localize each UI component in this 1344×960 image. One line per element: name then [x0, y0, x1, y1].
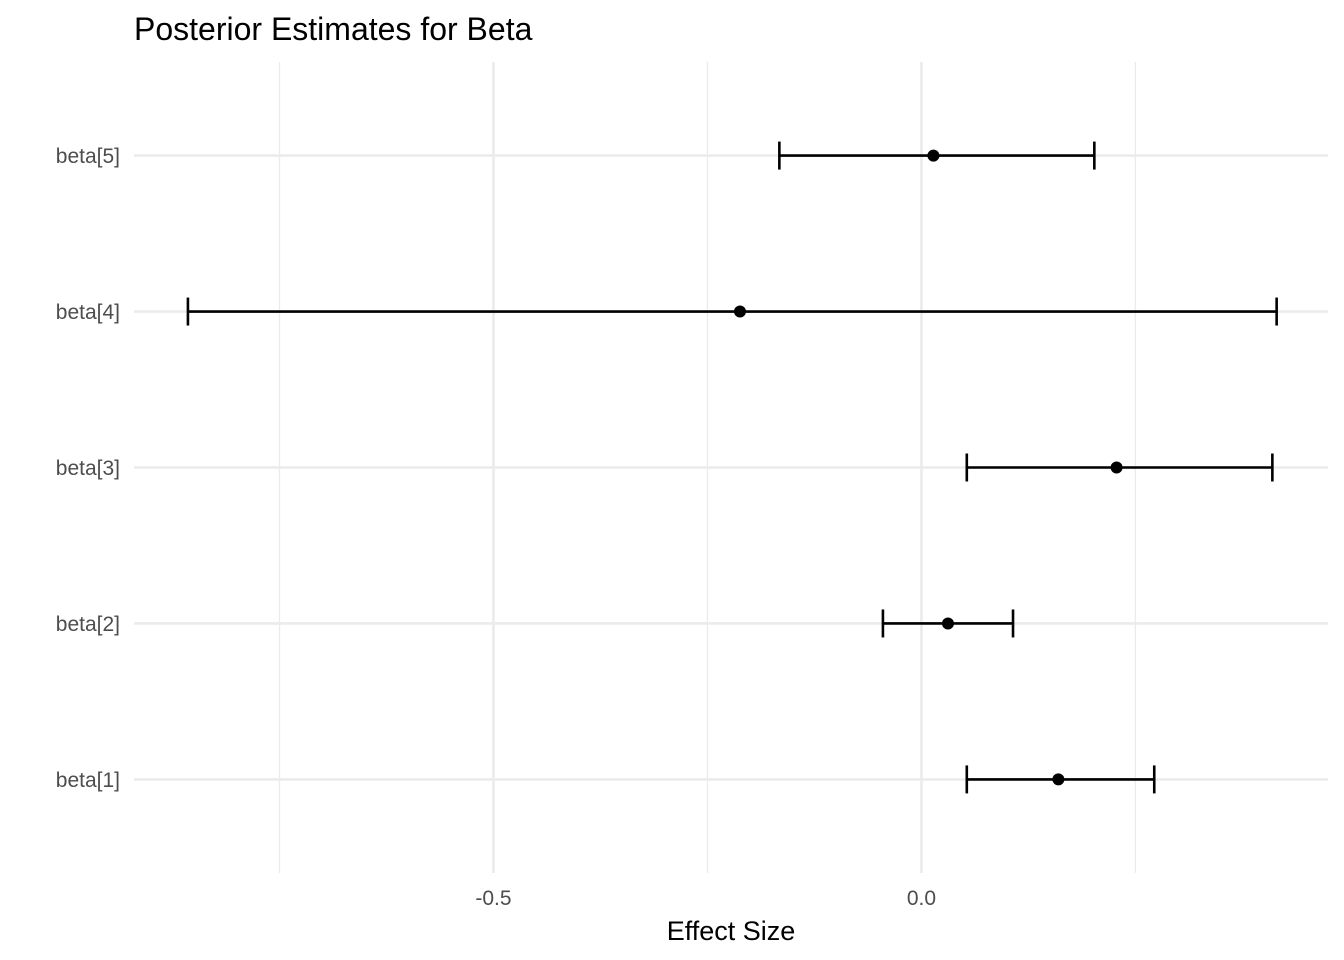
y-tick-label: beta[4] [56, 301, 120, 324]
y-tick-label: beta[1] [56, 769, 120, 792]
point-estimate-2 [941, 617, 954, 630]
chart-title: Posterior Estimates for Beta [134, 11, 533, 47]
point-estimate-4 [733, 305, 746, 318]
x-axis-title: Effect Size [667, 916, 796, 946]
x-tick-label: 0.0 [907, 887, 936, 910]
point-estimate-3 [1110, 461, 1123, 474]
x-tick-label: -0.5 [475, 887, 511, 910]
point-estimate-1 [1052, 773, 1065, 786]
y-tick-label: beta[3] [56, 457, 120, 480]
y-tick-labels: beta[1] beta[2] beta[3] beta[4] beta[5] [56, 145, 120, 792]
point-estimate-5 [927, 149, 940, 162]
point-estimates [733, 149, 1123, 786]
x-tick-labels: -0.5 0.0 [475, 887, 936, 910]
y-tick-label: beta[5] [56, 145, 120, 168]
y-tick-label: beta[2] [56, 613, 120, 636]
